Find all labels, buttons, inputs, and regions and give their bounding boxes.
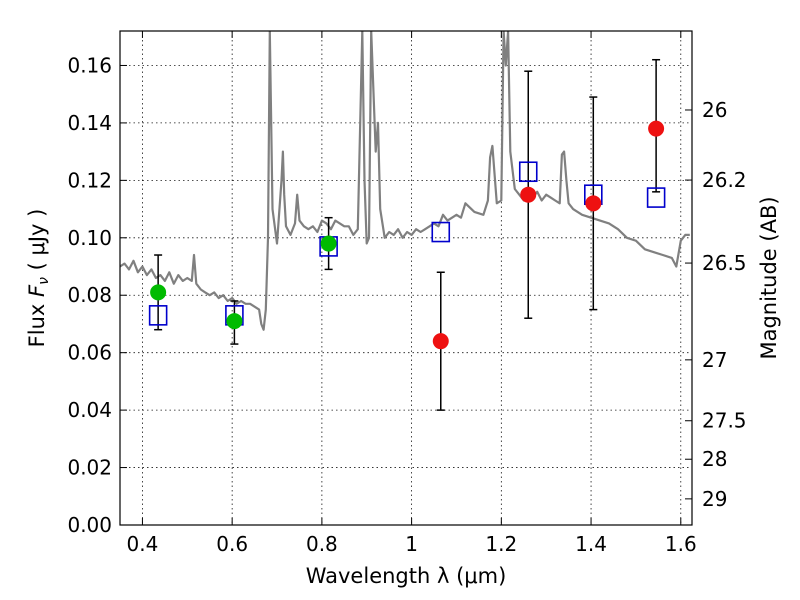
right-axis-title: Magnitude (AB) (757, 196, 781, 359)
model-photometry-square (148, 305, 168, 326)
right-tick-label: 29 (702, 487, 727, 511)
plot-area (120, 31, 690, 411)
y-axis-title: Flux Fν ( μJy ) (25, 209, 52, 348)
observed-flux-point (320, 235, 337, 252)
observed-flux-point (585, 195, 602, 212)
y-tick-label: 0.16 (67, 53, 112, 77)
x-tick-label: 0.8 (306, 532, 338, 556)
right-tick-label: 26.5 (702, 251, 747, 275)
right-tick-label: 27 (702, 348, 727, 372)
x-tick-label: 1 (405, 532, 418, 556)
grid-layer (120, 31, 692, 526)
y-tick-label: 0.08 (67, 283, 112, 307)
x-tick-label: 1.2 (485, 532, 517, 556)
x-tick-label: 1.4 (575, 532, 607, 556)
right-tick-label: 27.5 (702, 409, 747, 433)
y-axis-title-symbol: F (25, 284, 49, 297)
y-axis-title-subscript: ν (36, 277, 52, 285)
observed-flux-point (520, 186, 537, 203)
y-tick-label: 0.14 (67, 111, 112, 135)
spectrum-line (120, 31, 690, 331)
x-tick-label: 1.6 (665, 532, 697, 556)
model-photometry-square (646, 187, 666, 208)
x-tick-label: 0.4 (127, 532, 159, 556)
x-axis-title: Wavelength λ (μm) (306, 564, 507, 588)
y-tick-label: 0.10 (67, 226, 112, 250)
y-tick-label: 0.00 (67, 513, 112, 537)
y-tick-label: 0.06 (67, 341, 112, 365)
observed-flux-point (648, 120, 665, 137)
x-tick-label: 0.6 (216, 532, 248, 556)
right-tick-label: 26.2 (702, 168, 747, 192)
model-photometry-square (431, 221, 451, 243)
right-tick-label: 26 (702, 98, 727, 122)
y-tick-label: 0.12 (67, 168, 112, 192)
y-tick-label: 0.04 (67, 398, 112, 422)
axes: 0.4 0.6 0.8 1 1.2 1.4 1.6 0.00 0.02 0.04 0.06 0.08 0… (67, 31, 747, 556)
observed-flux-point (432, 333, 449, 350)
y-axis-title-suffix: ( μJy ) (25, 209, 49, 277)
model-photometry-square (518, 161, 538, 183)
right-tick-label: 28 (702, 447, 727, 471)
y-axis-title-prefix: Flux (25, 297, 49, 347)
plot-frame (119, 30, 693, 526)
observed-flux-point (150, 284, 167, 301)
y-tick-label: 0.02 (67, 456, 112, 480)
observed-flux-point (226, 313, 243, 330)
